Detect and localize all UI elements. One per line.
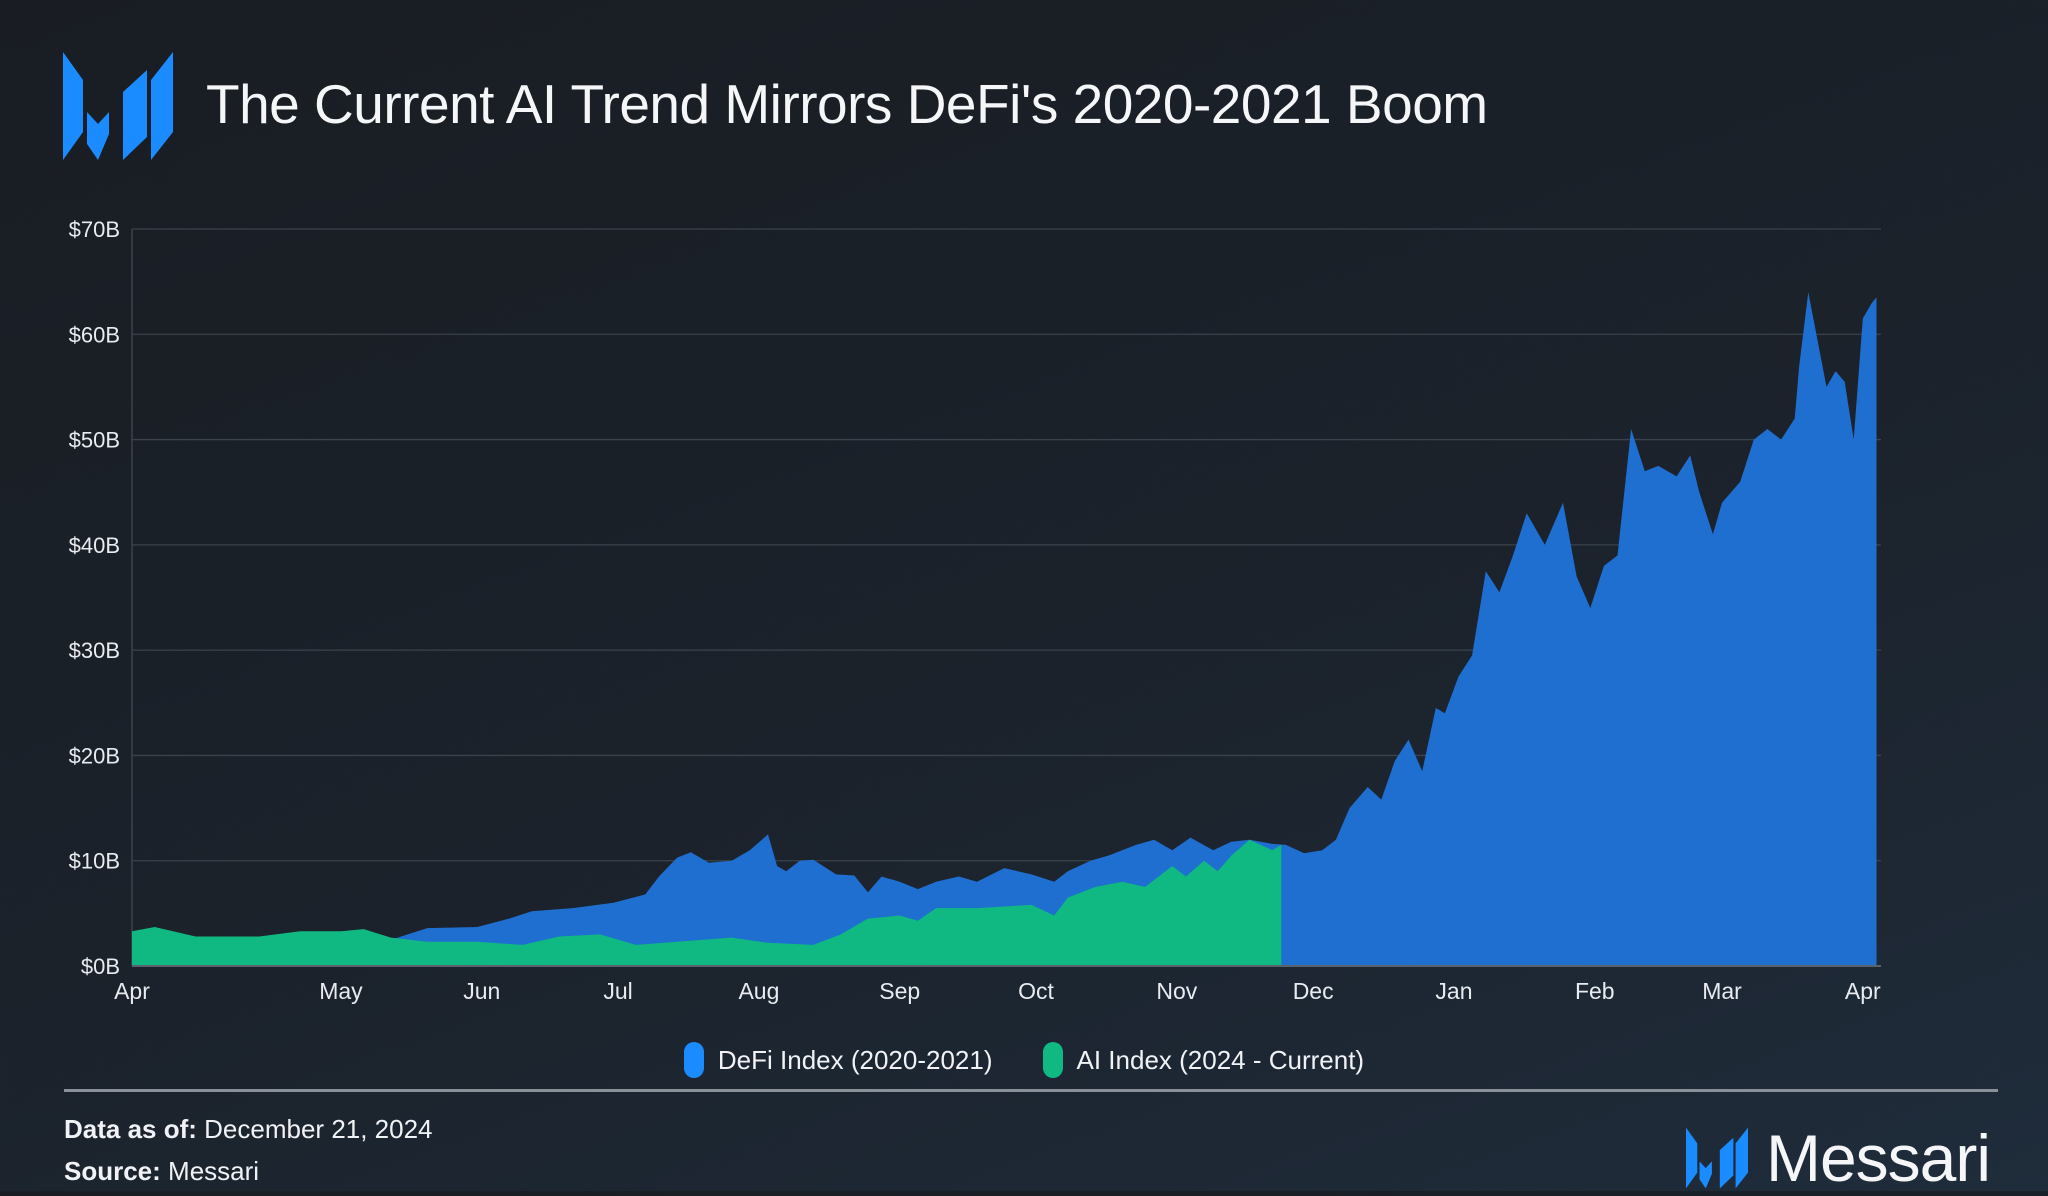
x-tick-label: Apr (1845, 978, 1881, 1004)
area-series-defi (132, 292, 1877, 966)
y-tick-label: $0B (81, 954, 120, 979)
x-tick-label: Feb (1575, 978, 1615, 1004)
x-axis-ticks: Apr May Jun Jul Aug Sep Oct Nov Dec Jan Feb Mar Apr (114, 978, 1881, 1004)
source: Source: Messari (64, 1156, 259, 1187)
data-as-of-value: December 21, 2024 (204, 1114, 433, 1144)
x-tick-label: Apr (114, 978, 150, 1004)
x-tick-label: Nov (1156, 978, 1197, 1004)
y-tick-label: $50B (69, 428, 120, 453)
y-tick-label: $70B (69, 217, 120, 242)
x-tick-label: Dec (1293, 978, 1334, 1004)
legend-swatch-defi-icon (683, 1042, 704, 1078)
brand-name: Messari (1766, 1121, 1991, 1195)
legend-swatch-ai-icon (1042, 1042, 1063, 1078)
x-tick-label: Jun (463, 978, 500, 1004)
brand-logo: Messari (1686, 1120, 1991, 1196)
source-value: Messari (168, 1156, 260, 1186)
x-tick-label: May (319, 978, 363, 1004)
x-tick-label: Oct (1018, 978, 1054, 1004)
x-tick-label: Mar (1702, 978, 1742, 1004)
y-tick-label: $40B (69, 533, 120, 558)
divider (64, 1089, 1998, 1092)
x-tick-label: Aug (738, 978, 779, 1004)
page-title: The Current AI Trend Mirrors DeFi's 2020… (206, 73, 1488, 135)
legend-item-defi[interactable]: DeFi Index (2020-2021) (683, 1042, 993, 1078)
legend-label-defi: DeFi Index (2020-2021) (717, 1044, 993, 1075)
x-tick-label: Jan (1435, 978, 1472, 1004)
legend: DeFi Index (2020-2021) AI Index (2024 - … (0, 1042, 2048, 1078)
source-label: Source: (64, 1156, 161, 1186)
y-axis-ticks: $0B $10B $20B $30B $40B $50B $60B $70B (69, 217, 120, 979)
legend-label-ai: AI Index (2024 - Current) (1076, 1044, 1365, 1075)
messari-mark-icon (1686, 1127, 1748, 1189)
y-tick-label: $60B (69, 322, 120, 347)
y-tick-label: $30B (69, 638, 120, 663)
chart-areas (132, 292, 1881, 967)
messari-logo-icon (63, 52, 173, 160)
y-tick-label: $20B (69, 743, 120, 768)
y-tick-label: $10B (69, 849, 120, 874)
legend-item-ai[interactable]: AI Index (2024 - Current) (1042, 1042, 1365, 1078)
x-tick-label: Jul (603, 978, 632, 1004)
data-as-of: Data as of: December 21, 2024 (64, 1114, 433, 1145)
data-as-of-label: Data as of: (64, 1114, 197, 1144)
x-tick-label: Sep (879, 978, 920, 1004)
area-series-ai (132, 839, 1282, 966)
